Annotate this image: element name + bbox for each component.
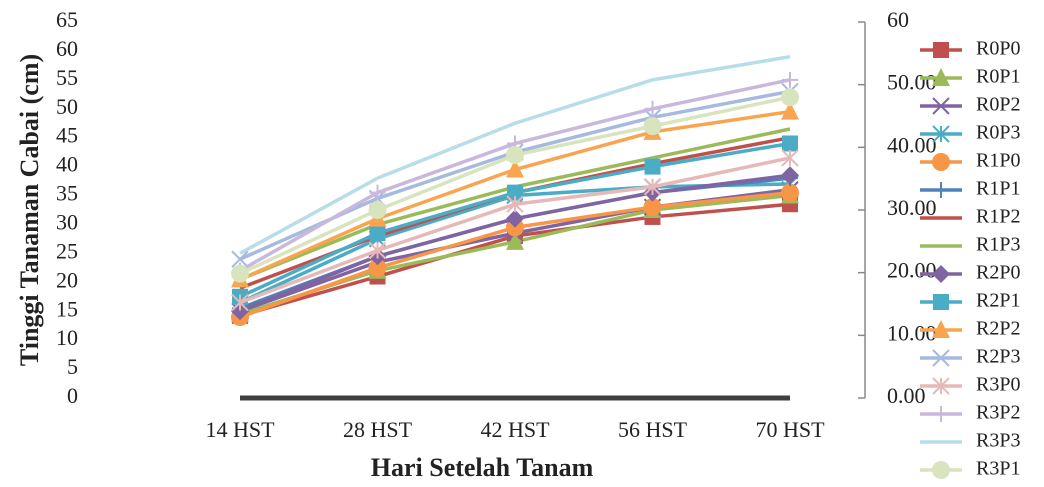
- y2-tick-label: 10.00: [887, 320, 937, 345]
- x-tick-label: 28 HST: [343, 417, 413, 442]
- y-tick-label: 0: [67, 383, 78, 408]
- legend-label: R3P3: [976, 430, 1020, 452]
- legend-label: R0P3: [976, 122, 1020, 144]
- y-tick-label: 25: [56, 238, 78, 263]
- legend-label: R1P0: [976, 150, 1020, 172]
- marker: [781, 88, 799, 106]
- x-tick-label: 14 HST: [205, 417, 275, 442]
- marker: [370, 225, 386, 241]
- marker: [933, 294, 949, 310]
- y-tick-label: 15: [56, 296, 78, 321]
- y-tick-label: 50: [56, 94, 78, 119]
- y-tick-label: 5: [67, 354, 78, 379]
- marker: [506, 146, 524, 164]
- legend-label: R3P0: [976, 374, 1020, 396]
- legend-label: R0P0: [976, 38, 1020, 60]
- marker: [645, 101, 661, 117]
- y2-tick-label: 50.00: [887, 70, 937, 95]
- legend-label: R1P3: [976, 234, 1020, 256]
- y-tick-label: 30: [56, 210, 78, 235]
- y2-tick-label: 20.00: [887, 258, 937, 283]
- marker: [369, 201, 387, 219]
- legend-label: R2P3: [976, 346, 1020, 368]
- y2-tick-label: 60: [887, 7, 909, 32]
- marker: [933, 42, 949, 58]
- x-tick-label: 56 HST: [618, 417, 688, 442]
- y-tick-label: 65: [56, 7, 78, 32]
- legend-label: R2P1: [976, 290, 1020, 312]
- marker: [781, 166, 799, 184]
- marker: [782, 135, 798, 151]
- marker: [370, 242, 386, 258]
- legend-label: R3P1: [976, 458, 1020, 480]
- y-tick-label: 10: [56, 325, 78, 350]
- legend-label: R2P2: [976, 318, 1020, 340]
- x-tick-label: 42 HST: [480, 417, 550, 442]
- y-tick-label: 55: [56, 65, 78, 90]
- marker: [932, 153, 950, 171]
- marker: [231, 265, 249, 283]
- legend-label: R1P1: [976, 178, 1020, 200]
- y-tick-label: 45: [56, 123, 78, 148]
- y2-tick-label: 40.00: [887, 132, 937, 157]
- x-tick-label: 70 HST: [755, 417, 825, 442]
- marker: [781, 184, 799, 202]
- chart: Tinggi Tanaman Cabai (cm) Hari Setelah T…: [0, 0, 1044, 487]
- legend-label: R1P2: [976, 206, 1020, 228]
- y2-tick-label: 0.00: [887, 383, 926, 408]
- marker: [932, 461, 950, 479]
- legend-label: R2P0: [976, 262, 1020, 284]
- y-tick-label: 40: [56, 152, 78, 177]
- legend-label: R0P2: [976, 94, 1020, 116]
- y-axis-title: Tinggi Tanaman Cabai (cm): [15, 54, 44, 366]
- marker: [933, 406, 949, 422]
- marker: [645, 159, 661, 175]
- marker: [644, 117, 662, 135]
- y-tick-label: 20: [56, 267, 78, 292]
- legend-label: R3P2: [976, 402, 1020, 424]
- y-tick-label: 60: [56, 36, 78, 61]
- legend-label: R0P1: [976, 66, 1020, 88]
- x-axis-title: Hari Setelah Tanam: [371, 453, 594, 482]
- y-tick-label: 35: [56, 181, 78, 206]
